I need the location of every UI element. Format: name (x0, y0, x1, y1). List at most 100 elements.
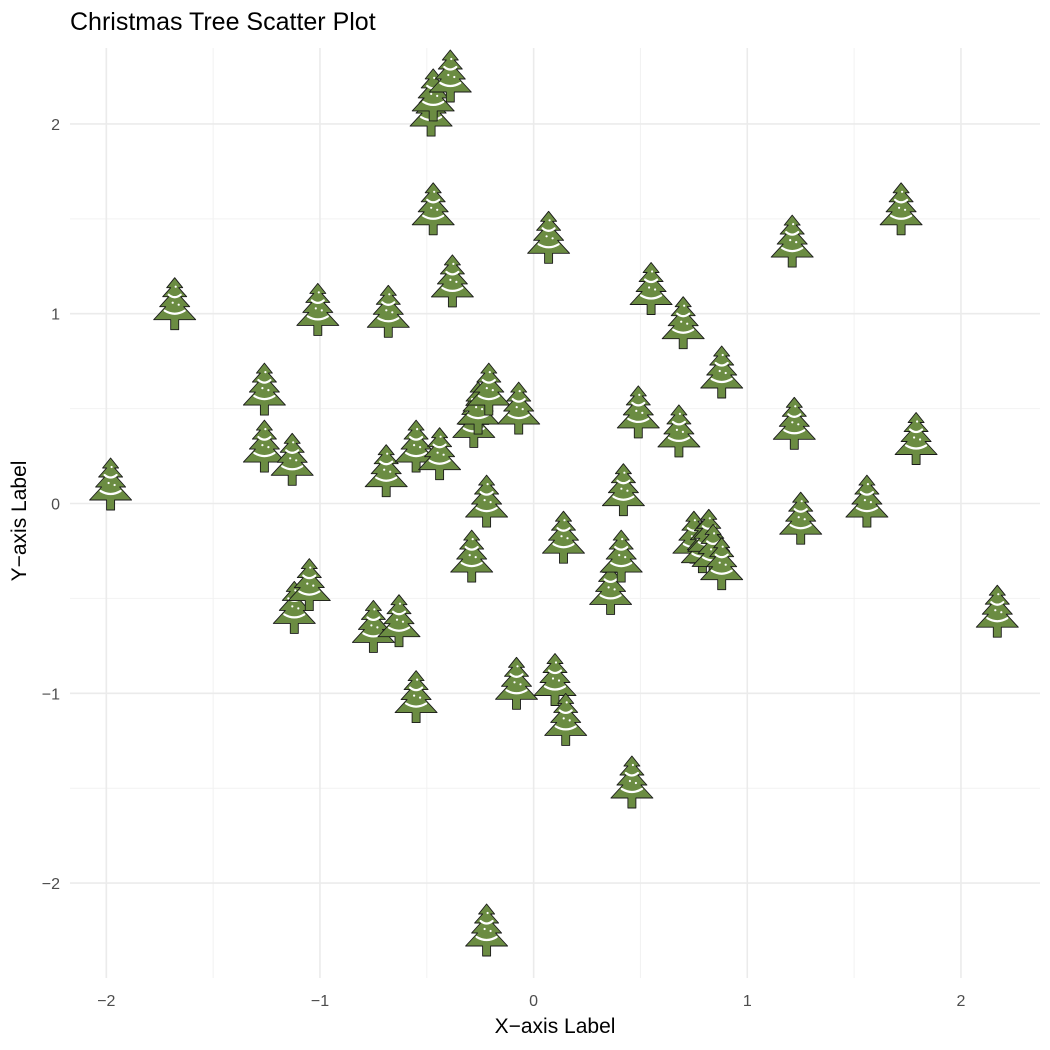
christmas-tree-markers (89, 49, 1019, 957)
tree-garland (377, 317, 400, 323)
tree-garland (432, 443, 447, 449)
tree-ornament (563, 519, 566, 522)
tree-ornament (631, 763, 634, 767)
tree-icon (533, 653, 577, 706)
tree-ornament (455, 280, 458, 283)
tree-garland (552, 543, 575, 549)
tree-garland (787, 413, 802, 418)
tree-point (599, 529, 643, 583)
tree-icon (153, 277, 197, 331)
tree-point (845, 474, 889, 528)
tree-garland (541, 227, 556, 232)
tree-garland (631, 401, 646, 407)
tree-ornament (485, 387, 488, 390)
tree-ornament (289, 457, 292, 460)
tree-ornament (792, 223, 795, 226)
tree-ornament (449, 278, 452, 281)
tree-garland (422, 100, 445, 106)
tree-point (465, 903, 509, 957)
tree-ornament (519, 683, 522, 686)
tree-point (601, 463, 645, 517)
tree-ornament (713, 532, 716, 535)
tree-ornament (675, 428, 678, 431)
tree-icon (542, 510, 585, 564)
tree-garland (859, 491, 875, 496)
tree-garland (893, 198, 909, 204)
tree-garland (507, 414, 530, 420)
tree-garland (479, 919, 494, 925)
tree-ornament (413, 444, 416, 447)
tree-ornament (433, 76, 436, 79)
tree-icon (616, 385, 660, 439)
tree-point (770, 214, 814, 268)
tree-garland (643, 278, 659, 284)
tree-ornament (568, 719, 571, 722)
tree-garland (543, 685, 567, 691)
tree-point (629, 262, 673, 315)
tree-garland (547, 669, 563, 675)
x-tick-label: 0 (529, 993, 538, 1010)
tree-garland (257, 436, 272, 441)
tree-icon (661, 296, 705, 350)
tree-point (270, 432, 314, 486)
tree-garland (441, 286, 464, 292)
tree-garland (460, 561, 483, 568)
tree-ornament (545, 235, 548, 238)
tree-ornament (294, 589, 297, 592)
tree-ornament (110, 465, 113, 469)
y-tick-label: −2 (42, 876, 60, 893)
x-tick-label: 1 (743, 993, 752, 1010)
y-tick-label: 2 (51, 117, 60, 134)
tree-icon (296, 282, 340, 336)
tree-garland (627, 417, 650, 423)
tree-ornament (718, 561, 721, 564)
tree-ornament (693, 519, 696, 522)
tree-ornament (171, 301, 174, 304)
tree-ornament (901, 190, 904, 193)
tree-icon (544, 692, 588, 746)
tree-ornament (686, 322, 689, 325)
tree-ornament (913, 436, 916, 439)
tree-ornament (618, 554, 621, 557)
tree-garland (783, 429, 806, 435)
tree-icon (467, 362, 511, 416)
tree-garland (793, 508, 808, 513)
tree-ornament (624, 556, 627, 559)
tree-icon (497, 381, 541, 435)
tree-garland (671, 420, 687, 426)
tree-ornament (468, 554, 471, 557)
tree-point (364, 444, 408, 498)
tree-ornament (297, 607, 300, 610)
tree-garland (789, 524, 812, 530)
tree-ornament (869, 501, 872, 504)
tree-ornament (794, 405, 797, 408)
tree-ornament (724, 563, 727, 566)
tree-icon (894, 412, 938, 465)
tree-garland (426, 198, 441, 204)
tree-garland (439, 81, 462, 88)
tree-garland (103, 473, 118, 479)
tree-point (497, 381, 541, 435)
tree-icon (430, 254, 474, 308)
tree-garland (479, 491, 494, 496)
tree-ornament (389, 470, 392, 473)
tree-ornament (489, 929, 492, 933)
tree-garland (464, 545, 479, 551)
tree-ornament (557, 679, 561, 682)
tree-garland (511, 398, 526, 403)
tree-icon (465, 474, 509, 528)
tree-icon (700, 345, 744, 399)
tree-ornament (264, 428, 267, 431)
tree-icon (242, 362, 286, 416)
tree-ornament (513, 681, 516, 684)
tree-point (430, 254, 474, 308)
tree-point (894, 412, 938, 465)
tree-ornament (797, 516, 800, 519)
tree-icon (351, 599, 395, 653)
tree-ornament (628, 779, 631, 783)
tree-garland (710, 569, 733, 575)
tree-point (616, 385, 660, 439)
tree-garland (428, 459, 451, 465)
tree-ornament (386, 452, 389, 455)
